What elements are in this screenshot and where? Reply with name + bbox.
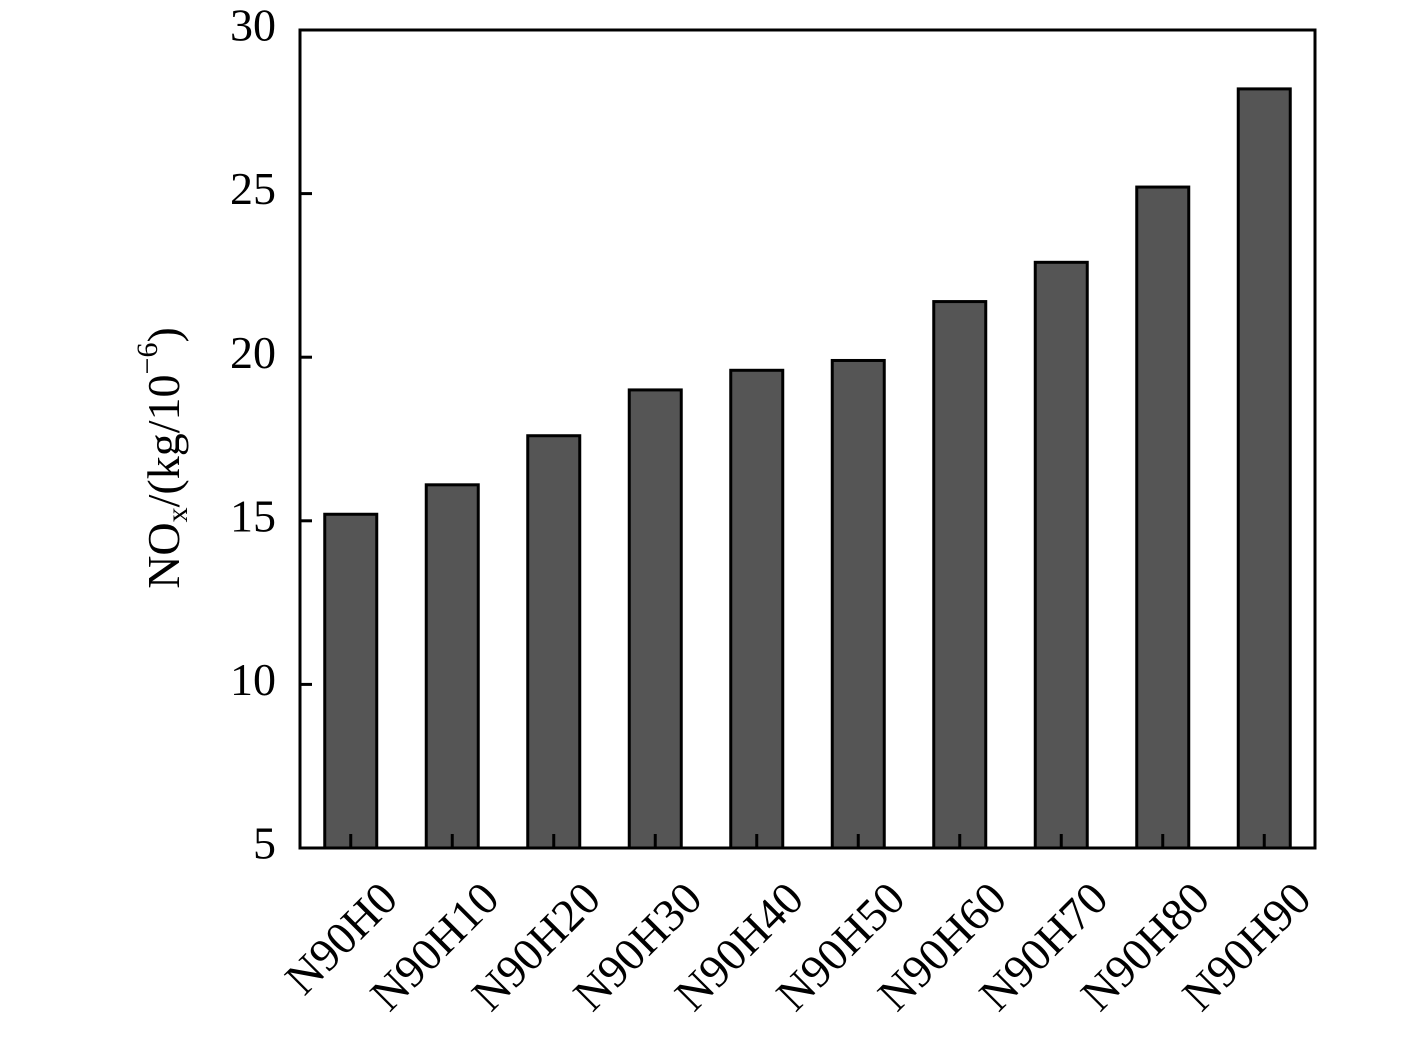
bar <box>932 300 988 850</box>
bar <box>526 434 582 850</box>
y-label-part: NO <box>138 522 189 588</box>
y-tick-label: 20 <box>230 327 276 378</box>
bar <box>323 512 379 850</box>
bar <box>830 358 886 850</box>
y-tick-label: 10 <box>230 654 276 705</box>
y-label-sub: x <box>161 507 194 522</box>
y-axis-label: NOx/(kg/10−6) <box>131 327 194 589</box>
plot-frame <box>298 28 1317 850</box>
bar <box>1236 87 1292 850</box>
y-label-part: ) <box>138 327 189 342</box>
y-label-sup: −6 <box>131 343 164 375</box>
y-tick-label: 5 <box>253 818 276 869</box>
bar <box>424 483 480 850</box>
bar <box>729 368 785 850</box>
y-tick-label: 15 <box>230 490 276 541</box>
y-label-part: /(kg/10 <box>138 374 189 507</box>
bar <box>627 388 683 850</box>
y-tick-label: 25 <box>230 163 276 214</box>
bar <box>1135 185 1191 850</box>
bar <box>1033 260 1089 850</box>
y-tick-label: 30 <box>230 0 276 51</box>
